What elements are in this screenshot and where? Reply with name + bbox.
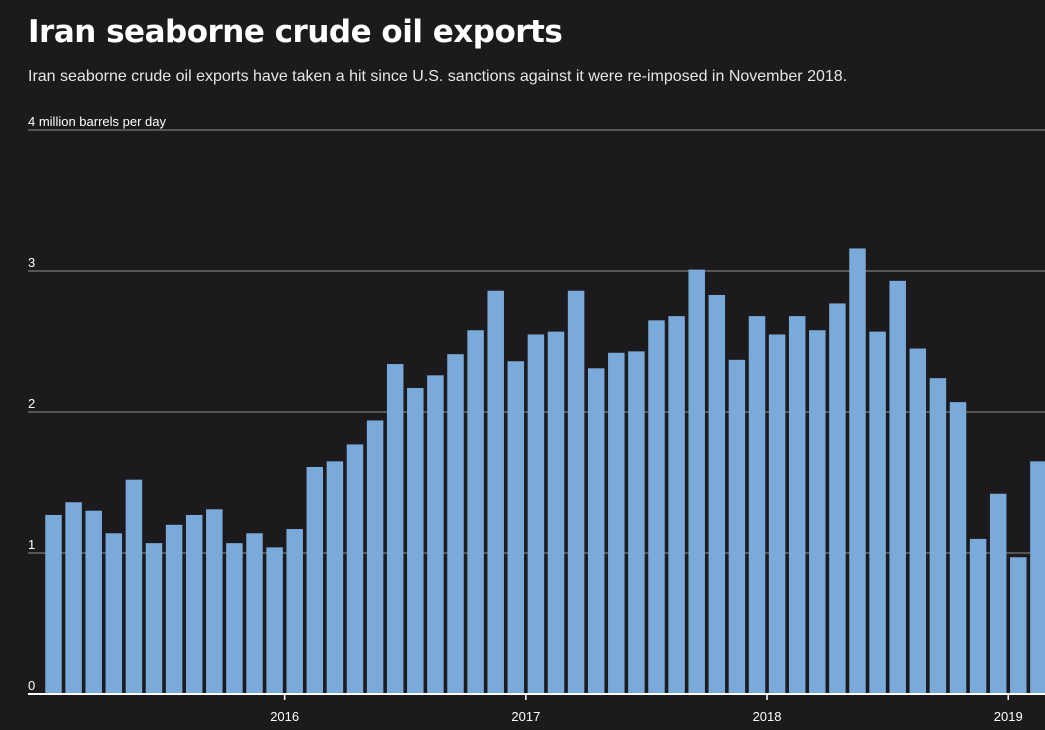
bar xyxy=(869,331,886,694)
bars xyxy=(45,248,1045,694)
bar xyxy=(969,538,987,694)
bar xyxy=(366,420,384,694)
chart-title: Iran seaborne crude oil exports xyxy=(28,14,563,50)
bar xyxy=(286,529,303,694)
bar xyxy=(85,510,102,694)
bar xyxy=(386,364,404,694)
y-tick-label: 1 xyxy=(28,537,35,552)
bar xyxy=(326,461,344,694)
y-tick-label: 2 xyxy=(28,396,35,411)
y-tick-label: 3 xyxy=(28,255,35,270)
bar xyxy=(587,368,605,694)
bar xyxy=(567,290,585,694)
bar xyxy=(929,378,947,694)
bar xyxy=(65,502,82,694)
x-tick-label: 2017 xyxy=(511,709,540,724)
x-tick-label: 2019 xyxy=(994,709,1023,724)
bar xyxy=(145,543,163,694)
x-tick-label: 2018 xyxy=(753,709,782,724)
x-tick-label: 2016 xyxy=(270,709,299,724)
bar xyxy=(909,348,927,694)
bar xyxy=(266,547,283,694)
bar xyxy=(45,514,62,694)
bar xyxy=(427,375,444,694)
bar xyxy=(668,316,685,694)
bar xyxy=(447,354,464,694)
bar xyxy=(809,330,826,694)
bar xyxy=(507,361,525,694)
bar xyxy=(467,330,484,694)
bar xyxy=(306,466,324,694)
bar xyxy=(246,533,263,694)
bar xyxy=(407,388,424,694)
bar xyxy=(165,524,183,694)
bar xyxy=(728,359,746,694)
bar xyxy=(1010,557,1027,694)
bar xyxy=(708,294,726,694)
bar xyxy=(949,402,967,694)
bar xyxy=(768,334,786,694)
chart-subtitle: Iran seaborne crude oil exports have tak… xyxy=(28,68,848,85)
y-tick-label: 0 xyxy=(28,678,35,693)
bar xyxy=(185,514,203,694)
bar xyxy=(688,269,705,694)
bar xyxy=(889,280,906,694)
bar xyxy=(206,509,223,694)
bar xyxy=(849,248,866,694)
bar xyxy=(125,479,143,694)
bar xyxy=(487,290,504,694)
bar xyxy=(226,543,243,694)
bar xyxy=(105,533,123,694)
bar xyxy=(1030,461,1045,694)
axes: 0 1 2 3 4 million barrels per day 2016 2017 201… xyxy=(28,114,1045,724)
bar xyxy=(346,444,364,694)
bar xyxy=(608,352,625,694)
bar xyxy=(648,320,665,694)
bar xyxy=(788,316,806,694)
y-tick-label: 4 million barrels per day xyxy=(28,114,167,129)
bar xyxy=(829,303,846,694)
bar xyxy=(547,331,565,694)
bar xyxy=(628,351,645,694)
bar xyxy=(527,334,545,694)
bar xyxy=(989,493,1007,694)
bar xyxy=(748,316,766,694)
